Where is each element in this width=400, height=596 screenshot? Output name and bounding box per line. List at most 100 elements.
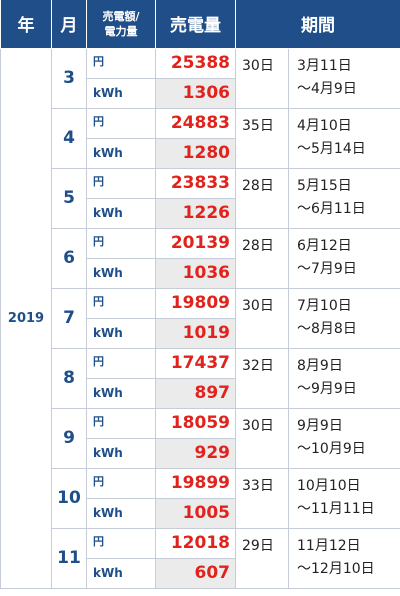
header-month: 月 — [51, 0, 87, 49]
kwh-value: 1005 — [155, 497, 236, 529]
kwh-value: 1226 — [155, 197, 236, 229]
period-end: 〜11月11日 — [297, 500, 375, 517]
month-cell: 5 — [51, 167, 87, 229]
period-end: 〜10月9日 — [297, 440, 366, 457]
table-row-kwh: kWh 1005 — [1, 497, 400, 529]
period-cell: 5月15日〜6月11日 — [288, 167, 400, 229]
unit-yen-label: 円 — [86, 287, 156, 319]
table-row-yen: 5 円 23833 28日 5月15日 〜6月11日 — [1, 167, 400, 229]
table-row-yen: 11 円 12018 29日 11月12日 〜12月10日 — [1, 527, 400, 589]
period-end: 〜7月9日 — [297, 260, 357, 277]
table-row-kwh: kWh 1226 — [1, 197, 400, 229]
kwh-value: 1306 — [155, 77, 236, 109]
table-row-yen: 7 円 19809 30日 7月10日 〜8月8日 — [1, 287, 400, 349]
unit-kwh-label: kWh — [86, 437, 156, 469]
unit-yen-label: 円 — [86, 347, 156, 379]
month-cell: 9 — [51, 407, 87, 469]
header-unit-line2: 電力量 — [104, 24, 138, 38]
month-cell: 3 — [51, 47, 87, 109]
yen-value: 24883 — [155, 107, 236, 139]
month-cell: 11 — [51, 527, 87, 589]
period-cell: 11月12日 〜12月10日 — [288, 527, 400, 589]
table-row-yen: 8 円 17437 32日 8月9日 〜9月9日 — [1, 347, 400, 409]
period-end: 〜12月10日 — [297, 560, 375, 577]
days-cell: 33日 — [235, 467, 289, 529]
unit-kwh-label: kWh — [86, 377, 156, 409]
days-cell: 28日 — [235, 227, 289, 289]
kwh-value: 1036 — [155, 257, 236, 289]
unit-yen-label: 円 — [86, 467, 156, 499]
days-cell: 30日 — [235, 407, 289, 469]
yen-value: 20139 — [155, 227, 236, 259]
period-start: 4月10日 — [297, 117, 352, 134]
period-start: 7月10日 — [297, 297, 352, 314]
kwh-value: 1019 — [155, 317, 236, 349]
table-row-yen: 4 円 24883 35日 4月10日 〜5月14日 — [1, 107, 400, 169]
kwh-value: 607 — [155, 557, 236, 589]
unit-kwh-label: kWh — [86, 497, 156, 529]
table-row-kwh: kWh 897 — [1, 377, 400, 409]
kwh-value: 1280 — [155, 137, 236, 169]
period-cell: 7月10日〜8月8日 — [288, 287, 400, 349]
period-end: 〜5月14日 — [297, 140, 366, 157]
period-start: 5月15日 — [297, 177, 352, 194]
yen-value: 23833 — [155, 167, 236, 199]
unit-yen-label: 円 — [86, 47, 156, 79]
period-end: 〜9月9日 — [297, 380, 357, 397]
header-period: 期間 — [235, 0, 400, 49]
unit-kwh-label: kWh — [86, 137, 156, 169]
table-row-yen: 9 円 18059 30日 9月9日 〜10月9日 — [1, 407, 400, 469]
table-row-kwh: kWh 1306 — [1, 77, 400, 109]
yen-value: 19899 — [155, 467, 236, 499]
period-start: 11月12日 — [297, 537, 361, 554]
unit-kwh-label: kWh — [86, 197, 156, 229]
header-value: 売電量 — [155, 0, 236, 49]
period-end: 〜4月9日 — [297, 80, 357, 97]
month-cell: 10 — [51, 467, 87, 529]
days-cell: 35日 — [235, 107, 289, 169]
table-row-kwh: kWh 1280 — [1, 137, 400, 169]
period-cell: 8月9日〜9月9日 — [288, 347, 400, 409]
table-row-kwh: kWh 1019 — [1, 317, 400, 349]
month-cell: 6 — [51, 227, 87, 289]
unit-yen-label: 円 — [86, 167, 156, 199]
period-cell: 9月9日〜10月9日 — [288, 407, 400, 469]
header-unit: 売電額/ 電力量 — [86, 0, 156, 49]
header-row: 年 月 売電額/ 電力量 売電量 期間 — [0, 0, 400, 49]
yen-value: 12018 — [155, 527, 236, 559]
table-row-kwh: kWh 1036 — [1, 257, 400, 289]
days-cell: 30日 — [235, 47, 289, 109]
table-row-kwh: kWh 929 — [1, 437, 400, 469]
days-cell: 30日 — [235, 287, 289, 349]
unit-yen-label: 円 — [86, 407, 156, 439]
period-end: 〜6月11日 — [297, 200, 366, 217]
yen-value: 18059 — [155, 407, 236, 439]
period-start: 10月10日 — [297, 477, 361, 494]
unit-yen-label: 円 — [86, 227, 156, 259]
header-year: 年 — [0, 0, 52, 49]
table-body: 2019 3 円 25388 30日 3月11日 〜4月9日 kWh 1306 4 円 24883 35… — [0, 47, 400, 589]
period-start: 9月9日 — [297, 417, 343, 434]
unit-kwh-label: kWh — [86, 317, 156, 349]
days-cell: 29日 — [235, 527, 289, 589]
year-cell: 2019 — [0, 47, 52, 589]
period-end: 〜8月8日 — [297, 320, 357, 337]
period-cell: 10月10日 〜11月11日 — [288, 467, 400, 529]
table-row-yen: 10 円 19899 33日 10月10日 〜11月11日 — [1, 467, 400, 529]
month-cell: 8 — [51, 347, 87, 409]
table-row-yen: 6 円 20139 28日 6月12日 〜7月9日 — [1, 227, 400, 289]
days-cell: 32日 — [235, 347, 289, 409]
unit-kwh-label: kWh — [86, 77, 156, 109]
unit-kwh-label: kWh — [86, 257, 156, 289]
yen-value: 25388 — [155, 47, 236, 79]
period-cell: 3月11日〜4月9日 — [288, 47, 400, 109]
yen-value: 17437 — [155, 347, 236, 379]
month-cell: 4 — [51, 107, 87, 169]
kwh-value: 929 — [155, 437, 236, 469]
table-row-kwh: kWh 607 — [1, 557, 400, 589]
period-start: 8月9日 — [297, 357, 343, 374]
period-start: 3月11日 — [297, 57, 352, 74]
period-cell: 6月12日 〜7月9日 — [288, 227, 400, 289]
month-cell: 7 — [51, 287, 87, 349]
